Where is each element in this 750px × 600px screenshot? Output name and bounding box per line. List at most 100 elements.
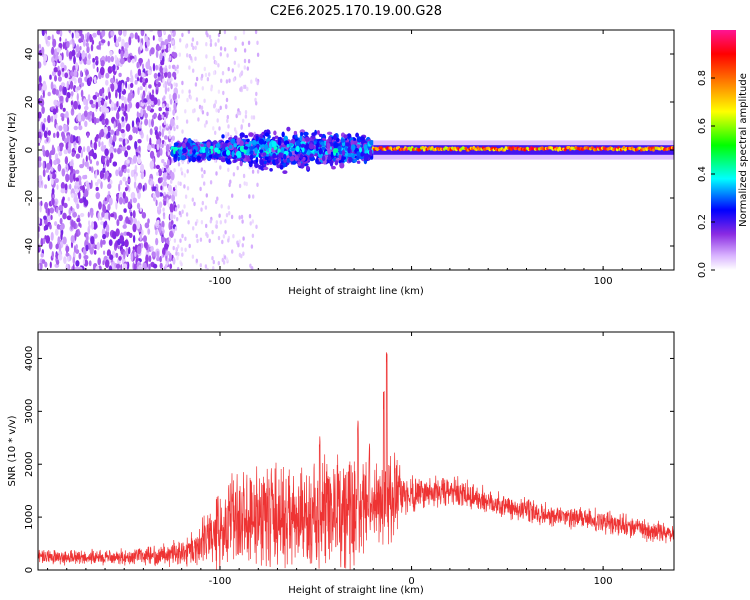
spectrogram-cell [92,152,97,160]
spectrogram-cell [43,225,47,231]
spectrogram-cell [155,237,159,246]
spectrogram-cell [315,144,319,152]
spectrogram-cell [51,187,55,195]
spectrogram-cell [260,144,264,149]
spectrogram-cell [345,146,348,151]
spectrogram-cell [64,72,69,79]
spectrogram-cell [38,111,42,119]
spectrogram-cell [341,156,347,160]
spectrogram-cell [123,208,127,213]
spectrogram-cell [243,146,249,150]
spectrogram-cell [219,165,222,170]
spectrogram-cell [75,249,80,254]
spectrogram-cell [111,106,114,112]
spectrogram-cell [103,250,106,255]
spectrogram-cell [55,89,59,96]
spectrogram-cell [73,196,78,203]
spectrogram-cell [225,157,228,162]
spectrogram-cell [136,202,141,210]
spectrogram-cell [160,185,163,191]
spectrogram-cell [70,165,74,174]
spectrogram-cell [125,123,131,132]
spectrogram-cell [52,108,57,115]
spectrogram-cell [152,193,156,198]
spectrogram-cell [85,42,89,48]
spectrogram-cell [42,83,47,92]
spectrogram-cell [89,99,94,105]
spectrogram-cell [98,141,101,148]
spectrogram-cell [88,166,92,172]
spectrogram-cell [136,220,141,230]
spectrogram-cell [169,230,174,238]
spectrogram-cell [160,177,163,183]
spectrogram-cell [181,233,184,239]
spectrogram-cell [168,93,172,100]
spectrogram-cell [225,79,229,84]
spectrogram-cell [48,152,52,161]
spectrogram-cell [62,212,67,220]
spectrogram-cell [115,169,119,177]
spectrogram-cell [205,42,208,47]
spectrogram-cell [155,64,159,71]
spectrogram-cell [149,30,154,33]
spectrogram-cell [76,92,79,102]
spectrogram-cell [47,35,51,41]
spectrogram-cell [56,184,59,190]
spectrogram-cell [250,146,255,150]
spectrogram-cell [113,148,117,153]
spectrogram-cell [184,247,187,252]
spectrogram-cell [215,171,218,176]
spectrogram-cell [139,233,142,241]
spectrogram-cell [206,141,211,149]
spectrogram-cell [168,191,171,196]
spectrogram-cell [70,134,74,143]
spectrogram-cell [132,154,138,164]
spectrogram-cell [214,147,219,153]
spectrogram-cell [196,238,199,244]
spectrogram-cell [80,70,83,78]
spectrogram-cell [181,89,184,94]
spectrogram-cell [74,233,77,241]
spectrogram-cell [318,147,323,155]
spectrogram-cell [343,134,348,139]
spectrogram-cell [263,143,269,150]
spectrogram-cell [51,251,54,258]
spectrogram-cell [43,215,47,221]
spectrogram-cell [333,142,339,149]
spectrogram-cell [162,83,166,88]
spectrogram-cell [248,132,254,137]
spectrogram-cell [263,166,269,171]
spectrogram-cell [200,207,203,212]
spectrogram-cell [110,55,115,63]
spectrogram-cell [172,109,176,116]
spectrogram-cell [55,259,60,265]
spectrogram-cell [139,58,142,66]
spectrogram-cell [240,86,243,91]
spectrogram-cell [139,76,144,83]
spectrogram-cell [91,221,94,230]
y-tick-label: 4000 [24,346,35,371]
spectrogram-cell [170,118,175,127]
spectrogram-cell [87,94,91,102]
spectrogram-cell [166,168,170,173]
spectrogram-cell [112,161,118,167]
spectrogram-cell [166,258,170,263]
spectrogram-cell [100,216,103,221]
spectrogram-cell [163,120,167,126]
spectrogram-cell [122,224,127,229]
spectrogram-cell [150,47,155,55]
y-tick-label: 0 [24,147,35,153]
spectrogram-cell [103,144,107,149]
spectrogram-cell [244,134,249,139]
spectrogram-cell [58,251,61,258]
spectrogram-cell [227,66,230,72]
spectrogram-cell [131,120,135,128]
spectrogram-cell [256,80,259,86]
spectrogram-cell [132,246,136,251]
spectrogram-cell [140,171,145,180]
spectrogram-cell [340,138,346,143]
spectrogram-cell [78,38,83,43]
spectrogram-cell [347,153,353,158]
spectrogram-cell [107,175,111,183]
